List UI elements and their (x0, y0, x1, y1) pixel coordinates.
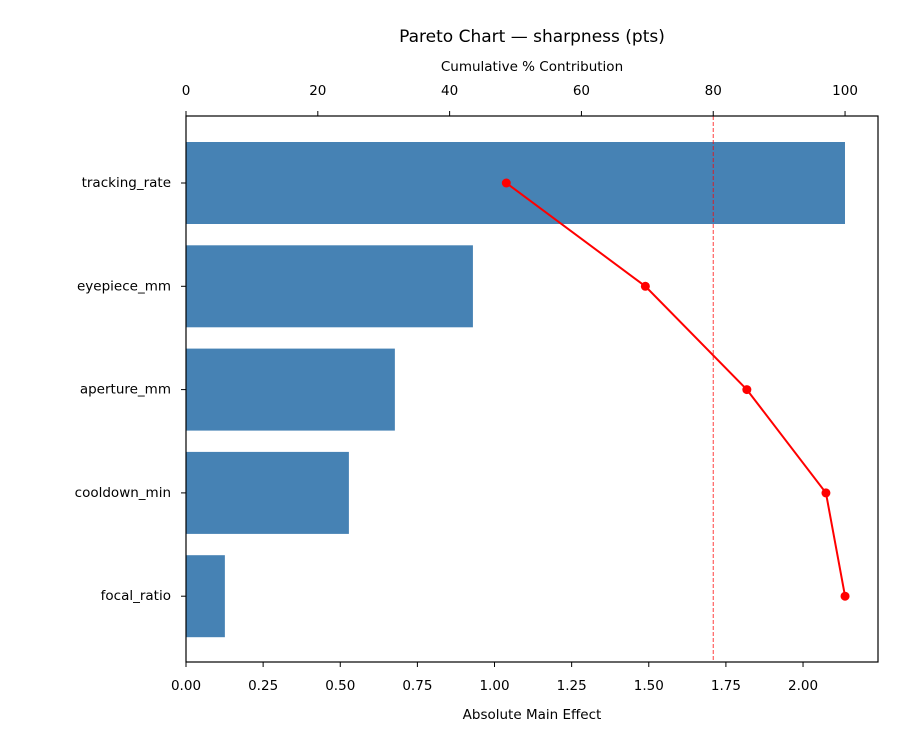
x-tick-label: 1.00 (479, 678, 509, 694)
x-tick-label: 0.00 (171, 678, 201, 694)
cumulative-point (840, 591, 850, 601)
x2-tick-label: 0 (182, 83, 191, 99)
x2-axis-label: Cumulative % Contribution (441, 59, 623, 75)
bar (186, 245, 473, 328)
bar (186, 142, 845, 224)
x2-tick-label: 60 (573, 83, 590, 99)
cumulative-point (640, 281, 650, 291)
x-tick-label: 1.25 (557, 678, 587, 694)
y-tick-label: aperture_mm (80, 382, 171, 398)
chart-title: Pareto Chart — sharpness (pts) (399, 27, 665, 47)
cumulative-point (821, 488, 831, 498)
x-tick-label: 2.00 (788, 678, 818, 694)
x-tick-label: 0.75 (402, 678, 432, 694)
x-tick-label: 1.50 (634, 678, 664, 694)
x-tick-label: 0.50 (325, 678, 355, 694)
bar (186, 348, 395, 431)
x2-tick-label: 40 (441, 83, 458, 99)
cumulative-point (501, 178, 511, 188)
x2-tick-label: 80 (705, 83, 722, 99)
y-tick-label: cooldown_min (75, 485, 171, 501)
bar (186, 451, 349, 534)
x-tick-label: 0.25 (248, 678, 278, 694)
plot-frame (185, 115, 879, 663)
y-tick-label: eyepiece_mm (77, 278, 171, 294)
x2-tick-label: 20 (309, 83, 326, 99)
x-tick-label: 1.75 (711, 678, 741, 694)
y-tick-label: tracking_rate (82, 175, 171, 191)
cumulative-point (742, 385, 752, 395)
bar (186, 555, 225, 638)
y-tick-label: focal_ratio (101, 588, 171, 604)
x2-tick-label: 100 (832, 83, 858, 99)
x-axis-label: Absolute Main Effect (463, 707, 602, 723)
